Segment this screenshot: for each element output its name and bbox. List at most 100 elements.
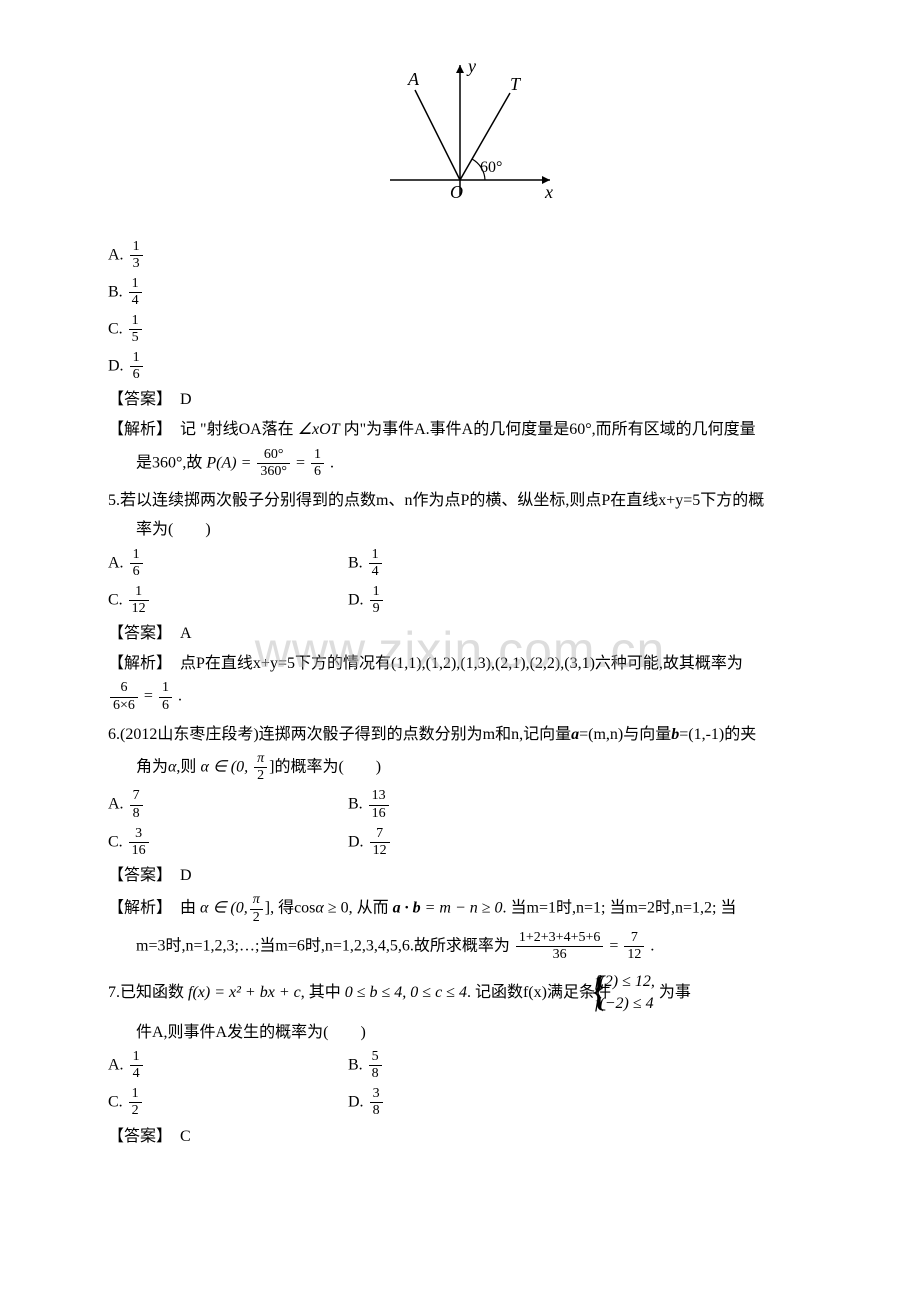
answer-label: 【答案】 <box>108 867 164 884</box>
option-prefix: D. <box>348 833 364 850</box>
equals: = <box>144 688 153 705</box>
explain-text: 点P在直线x+y=5下方的情况有(1,1),(1,2),(1,3),(2,1),… <box>180 655 743 672</box>
label-T: T <box>510 74 522 94</box>
frac-num: 1 <box>130 1049 143 1066</box>
q5-answer: 【答案】 A <box>108 621 840 647</box>
dot-product: a · b <box>393 900 421 917</box>
q4-explanation: 【解析】 记 "射线OA落在 ∠xOT 内"为事件A.事件A的几何度量是60°,… <box>108 417 840 443</box>
frac-num: 1 <box>370 584 383 601</box>
option-prefix: C. <box>108 833 123 850</box>
frac-num: 7 <box>130 788 143 805</box>
q6-option-b: B. 1316 <box>348 788 588 821</box>
explain-text: ], 得cos <box>265 900 316 917</box>
question-text: 角为 <box>136 759 168 776</box>
frac-den: 4 <box>369 564 382 580</box>
q6-option-c: C. 316 <box>108 826 348 859</box>
q7-question: 7.已知函数 f(x) = x² + bx + c, 其中 0 ≤ b ≤ 4,… <box>108 971 840 1016</box>
label-y: y <box>466 56 476 76</box>
frac-den: 360° <box>257 464 290 480</box>
q5-explanation: 【解析】 点P在直线x+y=5下方的情况有(1,1),(1,2),(1,3),(… <box>108 651 840 677</box>
q4-explanation-line2: 是360°,故 P(A) = 60°360° = 16 . <box>136 447 840 480</box>
answer-value: C <box>180 1128 191 1145</box>
frac-num: 1 <box>130 350 143 367</box>
frac-den: 6×6 <box>110 698 138 714</box>
q5-question-tail: 率为( ) <box>136 517 840 543</box>
option-prefix: D. <box>108 357 124 374</box>
alpha: α <box>315 900 323 917</box>
option-prefix: D. <box>348 1094 364 1111</box>
answer-value: A <box>180 625 192 642</box>
frac-num: π <box>254 751 267 768</box>
question-text: 率为( ) <box>136 521 211 538</box>
option-prefix: B. <box>348 796 363 813</box>
vector-a: a <box>571 726 579 743</box>
frac-num: 1 <box>129 313 142 330</box>
brace-row-2: f(−2) ≤ 4 <box>623 993 655 1015</box>
question-text: =(m,n)与向量 <box>579 726 671 743</box>
q6-question: 6.(2012山东枣庄段考)连掷两次骰子得到的点数分别为m和n,记向量a=(m,… <box>108 722 840 748</box>
alpha-range: α ∈ (0, <box>200 759 252 776</box>
label-O: O <box>450 182 463 202</box>
q5-question: 5.若以连续掷两次骰子分别得到的点数m、n作为点P的横、纵坐标,则点P在直线x+… <box>108 488 840 514</box>
option-prefix: D. <box>348 591 364 608</box>
question-text: 6.(2012山东枣庄段考)连掷两次骰子得到的点数分别为m和n,记向量 <box>108 726 571 743</box>
q6-options-row2: C. 316 D. 712 <box>80 826 840 859</box>
explain-label: 【解析】 <box>108 421 164 438</box>
frac-den: 2 <box>250 910 263 926</box>
alpha-range: α ∈ (0, <box>200 900 248 917</box>
frac-num: 13 <box>369 788 389 805</box>
q5-option-a: A. 16 <box>108 547 348 580</box>
explain-text: 记 "射线OA落在 <box>180 421 294 438</box>
frac-num: 1 <box>129 276 142 293</box>
frac-den: 4 <box>129 293 142 309</box>
q6-explanation-line2: m=3时,n=1,2,3;…;当m=6时,n=1,2,3,4,5,6.故所求概率… <box>136 930 840 963</box>
frac-num: π <box>250 892 263 909</box>
frac-den: 3 <box>130 256 143 272</box>
brace-content: f(2) ≤ 12, f(−2) ≤ 4 <box>623 971 655 1016</box>
q6-options-row1: A. 78 B. 1316 <box>80 788 840 821</box>
frac-num: 1 <box>159 680 172 697</box>
option-prefix: A. <box>108 246 124 263</box>
q4-option-b: B. 14 <box>108 276 840 309</box>
option-prefix: A. <box>108 554 124 571</box>
q4-option-a: A. 13 <box>108 239 840 272</box>
question-text: 5.若以连续掷两次骰子分别得到的点数m、n作为点P的横、纵坐标,则点P在直线x+… <box>108 492 764 509</box>
function-def: f(x) = x² + bx + c <box>188 984 301 1001</box>
period: . <box>178 688 182 705</box>
q7-options-row1: A. 14 B. 58 <box>80 1049 840 1082</box>
frac-num: 6 <box>110 680 138 697</box>
question-text: 7.已知函数 <box>108 984 184 1001</box>
q5-option-d: D. 19 <box>348 584 588 617</box>
option-prefix: C. <box>108 1094 123 1111</box>
option-prefix: B. <box>108 283 123 300</box>
brace-row-1: f(2) ≤ 12, <box>623 971 655 993</box>
q7-question-line2: 件A,则事件A发生的概率为( ) <box>136 1020 840 1046</box>
answer-label: 【答案】 <box>108 1128 164 1145</box>
frac-num: 1 <box>130 239 143 256</box>
option-prefix: A. <box>108 796 124 813</box>
frac-num: 1 <box>130 547 143 564</box>
q6-question-line2: 角为α,则 α ∈ (0, π2]的概率为( ) <box>136 751 840 784</box>
q6-explanation-line1: 【解析】 由 α ∈ (0,π2], 得cosα ≥ 0, 从而 a · b =… <box>108 892 840 925</box>
explain-text: 是360°,故 <box>136 454 202 471</box>
frac-num: 7 <box>624 930 644 947</box>
frac-den: 5 <box>129 330 142 346</box>
figure-angle-diagram: A y T O x 60° <box>80 50 840 229</box>
explain-text: 由 <box>180 900 196 917</box>
answer-value: D <box>180 867 192 884</box>
q6-answer: 【答案】 D <box>108 863 840 889</box>
explain-label: 【解析】 <box>108 900 164 917</box>
period: . <box>650 937 654 954</box>
frac-num: 1 <box>369 547 382 564</box>
frac-num: 3 <box>129 826 149 843</box>
frac-den: 8 <box>370 1103 383 1119</box>
frac-den: 2 <box>129 1103 142 1119</box>
frac-den: 8 <box>369 1066 382 1082</box>
option-prefix: C. <box>108 320 123 337</box>
q6-option-d: D. 712 <box>348 826 588 859</box>
explain-label: 【解析】 <box>108 655 164 672</box>
equals: = <box>296 454 305 471</box>
label-angle: 60° <box>480 159 502 176</box>
frac-den: 9 <box>370 601 383 617</box>
frac-den: 8 <box>130 806 143 822</box>
